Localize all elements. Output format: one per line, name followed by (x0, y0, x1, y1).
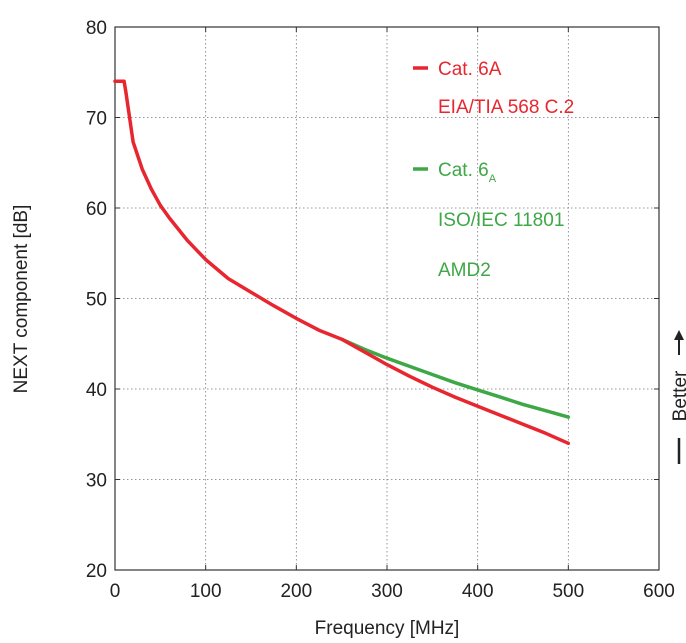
legend: Cat. 6A EIA/TIA 568 C.2 Cat. 6A ISO/IEC … (413, 59, 574, 281)
x-axis-title: Frequency [MHz] (315, 618, 460, 639)
legend-label-cat6-a-amendment: AMD2 (438, 260, 491, 281)
x-tick-label: 200 (280, 581, 312, 602)
y-tick-label: 20 (86, 561, 107, 582)
x-tick-label: 500 (552, 581, 584, 602)
axis-ticks: 0 100 200 300 400 500 600 20 30 40 50 60 70 80 (86, 18, 675, 602)
legend-label-cat6-a-subscript: A (489, 173, 497, 185)
y-tick-label: 30 (86, 471, 107, 492)
x-tick-label: 0 (110, 581, 121, 602)
legend-label-cat6a-standard: EIA/TIA 568 C.2 (438, 97, 574, 118)
y-tick-label: 80 (86, 18, 107, 39)
x-tick-label: 300 (371, 581, 403, 602)
y-axis-title: NEXT component [dB] (11, 205, 32, 394)
y-tick-label: 40 (86, 380, 107, 401)
series-line-cat6a (113, 79, 571, 446)
better-annotation: Better (670, 330, 686, 464)
y-tick-label: 60 (86, 199, 107, 220)
x-tick-label: 400 (462, 581, 494, 602)
x-tick-label: 100 (190, 581, 222, 602)
legend-label-cat6-a: Cat. 6A (438, 160, 497, 185)
grid-lines (115, 27, 659, 570)
better-arrow-head-icon (674, 330, 684, 340)
better-label: Better (670, 370, 686, 421)
legend-label-cat6a: Cat. 6A (438, 59, 502, 80)
y-tick-label: 50 (86, 290, 107, 311)
legend-label-cat6-a-standard: ISO/IEC 11801 (438, 210, 564, 231)
legend-label-cat6-a-main: Cat. 6 (438, 160, 489, 181)
x-tick-label: 600 (643, 581, 675, 602)
series-line-cat6-a (339, 337, 571, 419)
series-lines (113, 79, 571, 446)
y-tick-label: 70 (86, 109, 107, 130)
